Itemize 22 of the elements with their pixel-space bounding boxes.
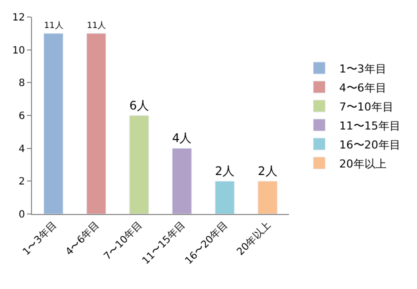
legend-label: 4〜6年目 <box>339 81 386 94</box>
data-label: 2人 <box>258 164 278 178</box>
y-tick-label: 10 <box>12 45 25 56</box>
y-tick-label: 4 <box>18 144 25 155</box>
data-label: 11人 <box>44 20 63 30</box>
legend-label: 20年以上 <box>339 157 386 170</box>
x-tick-label: 1〜3年目 <box>20 219 60 258</box>
y-tick-label: 8 <box>18 78 25 90</box>
legend-label: 11〜15年目 <box>339 119 400 132</box>
y-tick-label: 0 <box>18 210 25 220</box>
y-tick-label: 12 <box>12 12 25 24</box>
x-tick-label: 4〜6年目 <box>63 219 102 258</box>
data-label: 2人 <box>215 164 234 178</box>
y-tick-label: 6 <box>18 111 25 122</box>
y-tick-label: 2 <box>18 176 25 188</box>
data-label: 4人 <box>172 131 192 146</box>
data-label: 11人 <box>86 20 106 30</box>
legend-label: 1〜3年目 <box>339 62 386 76</box>
data-label: 6人 <box>129 98 149 112</box>
x-tick-label: 20年以上 <box>234 219 274 258</box>
legend-label: 7〜10年目 <box>339 100 394 114</box>
legend-label: 16〜20年目 <box>339 138 400 152</box>
